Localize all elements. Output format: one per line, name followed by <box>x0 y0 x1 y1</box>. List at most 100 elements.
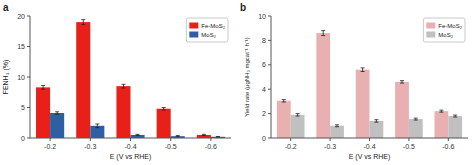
error-bar-line <box>414 120 418 121</box>
error-bar-line <box>439 110 443 111</box>
legend-box <box>423 18 465 42</box>
y-tick-label: 2 <box>262 110 266 117</box>
bar <box>157 109 171 138</box>
y-tick-label: 10 <box>17 74 25 81</box>
error-bar <box>216 136 220 138</box>
error-bar-line <box>136 135 140 136</box>
error-bar-line <box>216 136 220 137</box>
bar <box>409 119 423 138</box>
error-bar <box>55 112 59 114</box>
error-bar-line <box>282 102 286 103</box>
y-tick-label: 4 <box>262 86 266 93</box>
x-tick-label: -0.4 <box>363 143 375 150</box>
x-tick <box>408 138 409 141</box>
error-bar-line <box>282 99 286 100</box>
bar <box>50 113 64 138</box>
x-tick-label: -0.3 <box>324 143 336 150</box>
bar <box>291 115 305 138</box>
error-bar-line <box>55 111 59 112</box>
error-bar <box>136 134 140 135</box>
legend-box <box>186 18 228 42</box>
legend-swatch <box>189 23 198 29</box>
error-bar-line <box>400 83 404 84</box>
error-bar-line <box>176 135 180 136</box>
error-bar-line <box>323 31 324 36</box>
y-tick-label: 6 <box>262 61 266 68</box>
error-bar-line <box>97 124 98 128</box>
error-bar-line <box>202 135 206 136</box>
x-tick <box>448 138 449 141</box>
error-bar-line <box>335 124 339 125</box>
error-bar-line <box>296 113 300 114</box>
error-bar-line <box>55 114 59 115</box>
error-bar-line <box>43 86 44 90</box>
bar <box>435 111 449 138</box>
error-bar-line <box>361 71 365 72</box>
error-bar-line <box>162 109 166 110</box>
y-tick-label: 20 <box>17 13 25 20</box>
x-tick-label: -0.4 <box>124 143 136 150</box>
x-tick <box>170 138 171 141</box>
error-bar-line <box>121 87 125 88</box>
y-axis-label: Yield rate (μgNH₃ mgcat⁻¹ h⁻¹) <box>244 37 250 117</box>
error-bar-line <box>202 134 206 135</box>
error-bar-line <box>453 115 457 116</box>
x-tick-label: -0.2 <box>44 143 56 150</box>
error-bar <box>361 68 365 72</box>
x-tick <box>369 138 370 141</box>
bar <box>330 126 344 138</box>
x-tick <box>210 138 211 141</box>
x-axis-label: E (V vs RHE) <box>110 153 152 161</box>
error-bar <box>121 84 125 88</box>
x-tick-label: -0.5 <box>165 143 177 150</box>
panel: a05101520-0.2-0.3-0.4-0.5-0.6E (V vs RHE… <box>2 2 231 161</box>
x-tick-label: -0.6 <box>442 143 454 150</box>
x-tick <box>290 138 291 141</box>
y-tick-label: 5 <box>21 104 25 111</box>
bar <box>316 33 330 138</box>
legend-label: MoS₂ <box>438 32 453 38</box>
error-bar-line <box>95 123 99 124</box>
error-bar-line <box>296 116 300 117</box>
error-bar-line <box>41 89 45 90</box>
x-tick-label: -0.2 <box>285 143 297 150</box>
error-bar <box>202 134 206 135</box>
legend: Fe-MoS₂MoS₂ <box>186 18 228 42</box>
error-bar-line <box>362 68 363 72</box>
x-tick-label: -0.5 <box>403 143 415 150</box>
bar <box>90 126 104 138</box>
error-bar-line <box>95 127 99 128</box>
marks <box>277 31 462 138</box>
marks <box>36 20 225 138</box>
error-bar <box>296 114 300 116</box>
legend-swatch <box>189 32 198 38</box>
error-bar <box>374 120 378 122</box>
panel-title: a <box>3 2 9 13</box>
error-bar-line <box>374 122 378 123</box>
error-bar-line <box>176 136 180 137</box>
figure: a05101520-0.2-0.3-0.4-0.5-0.6E (V vs RHE… <box>0 0 474 165</box>
y-axis <box>30 16 31 138</box>
bar <box>356 70 370 138</box>
error-bar <box>162 108 166 110</box>
y-tick-label: 0 <box>262 135 266 142</box>
error-bar <box>81 20 85 25</box>
error-bar-line <box>414 118 418 119</box>
error-bar-line <box>374 119 378 120</box>
error-bar-line <box>121 84 125 85</box>
error-bar-line <box>136 134 140 135</box>
error-bar-line <box>400 80 404 81</box>
bar <box>277 101 291 138</box>
x-tick <box>50 138 51 141</box>
error-bar <box>41 86 45 90</box>
error-bar <box>335 125 339 127</box>
bar <box>116 86 130 138</box>
error-bar-line <box>216 137 220 138</box>
legend-swatch <box>426 32 435 38</box>
error-bar-line <box>335 126 339 127</box>
bar <box>395 82 409 138</box>
error-bar-line <box>439 112 443 113</box>
x-tick <box>330 138 331 141</box>
y-tick-label: 10 <box>258 13 266 20</box>
x-tick-label: -0.6 <box>205 143 217 150</box>
